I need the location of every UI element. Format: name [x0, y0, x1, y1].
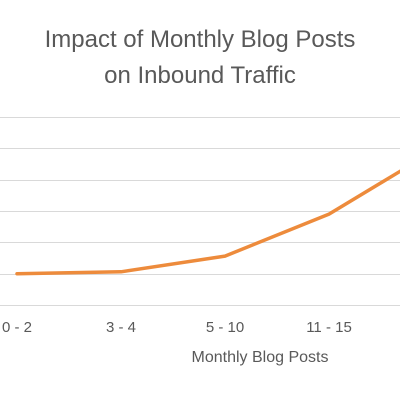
series-layer	[15, 169, 400, 276]
chart-title: Impact of Monthly Blog Posts on Inbound …	[0, 22, 400, 94]
chart-title-line-2: on Inbound Traffic	[104, 62, 296, 89]
x-tick-label: 5 - 10	[206, 319, 244, 336]
x-axis-label: Monthly Blog Posts	[192, 349, 329, 366]
chart-title-line-1: Impact of Monthly Blog Posts	[44, 26, 356, 53]
series-line	[15, 169, 400, 276]
x-tick-label: 11 - 15	[306, 319, 352, 336]
gridlines	[0, 117, 400, 306]
x-tick-label: 3 - 4	[106, 319, 136, 336]
x-tick-label: 0 - 2	[2, 319, 32, 336]
